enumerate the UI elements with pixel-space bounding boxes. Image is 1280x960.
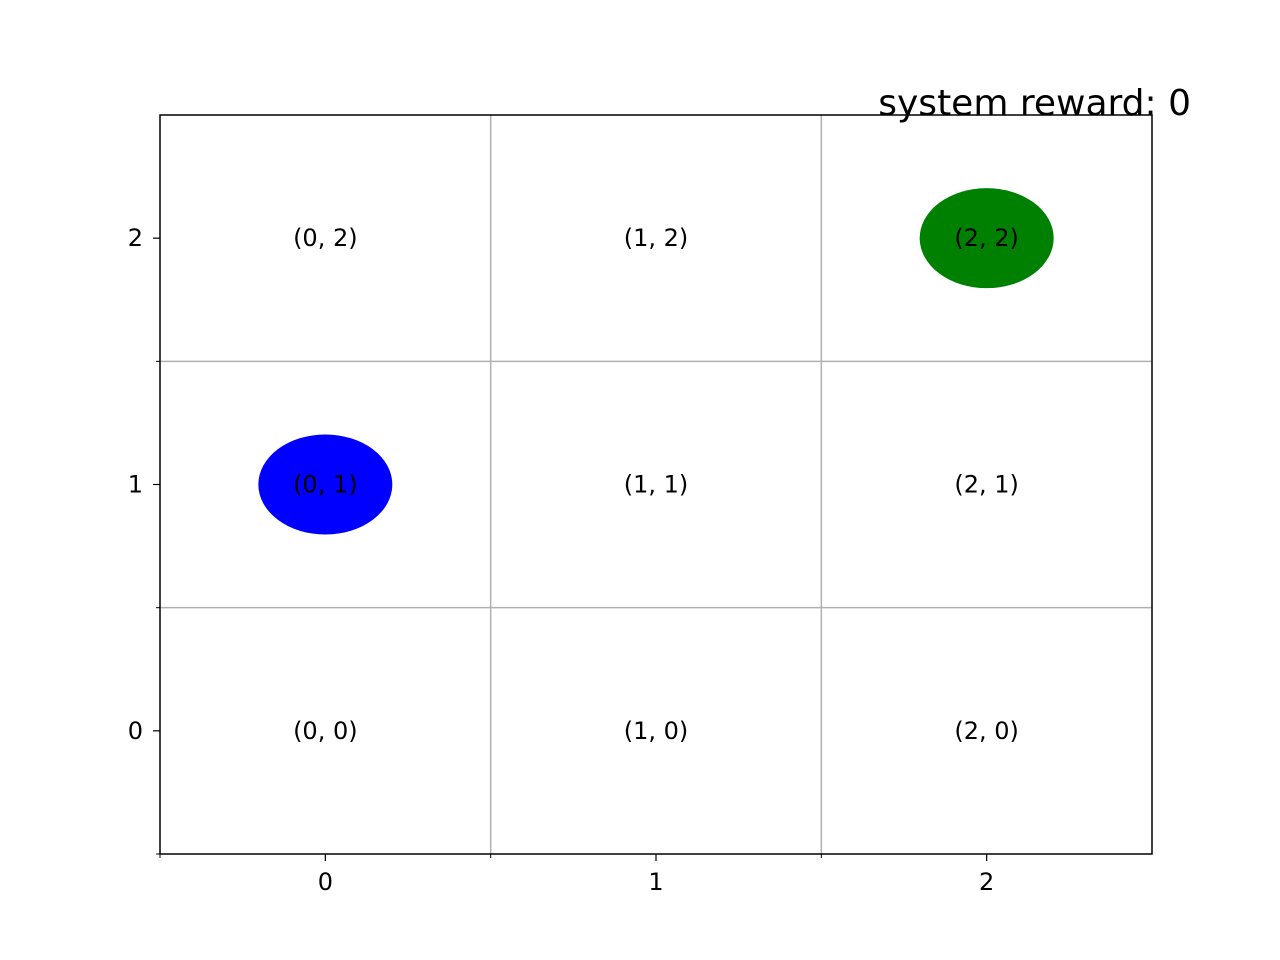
agents-layer: [258, 188, 1054, 535]
cell-label-0-0: (0, 0): [293, 717, 358, 745]
grid-lines: [160, 115, 1152, 854]
x-axis: 0 1 2: [159, 854, 994, 896]
cell-label-1-0: (1, 0): [624, 717, 689, 745]
x-tick-label-0: 0: [318, 868, 333, 896]
goal-marker: [919, 188, 1054, 289]
y-axis: 0 1 2: [128, 224, 160, 855]
y-tick-label-1: 1: [128, 471, 143, 499]
cell-label-2-1: (2, 1): [954, 471, 1019, 499]
y-tick-label-2: 2: [128, 224, 143, 252]
cell-label-2-0: (2, 0): [954, 717, 1019, 745]
y-tick-label-0: 0: [128, 717, 143, 745]
cell-label-1-2: (1, 2): [624, 224, 689, 252]
cell-label-1-1: (1, 1): [624, 471, 689, 499]
cell-label-2-2: (2, 2): [954, 224, 1019, 252]
x-tick-label-1: 1: [648, 868, 663, 896]
agent-marker: [258, 434, 393, 535]
cell-label-0-1: (0, 1): [293, 471, 358, 499]
cell-labels: (0, 0) (1, 0) (2, 0) (0, 1) (1, 1) (2, 1) (0, …: [293, 224, 1019, 745]
cell-label-0-2: (0, 2): [293, 224, 358, 252]
system-reward-title: system reward: 0: [878, 83, 1191, 124]
x-tick-label-2: 2: [979, 868, 994, 896]
